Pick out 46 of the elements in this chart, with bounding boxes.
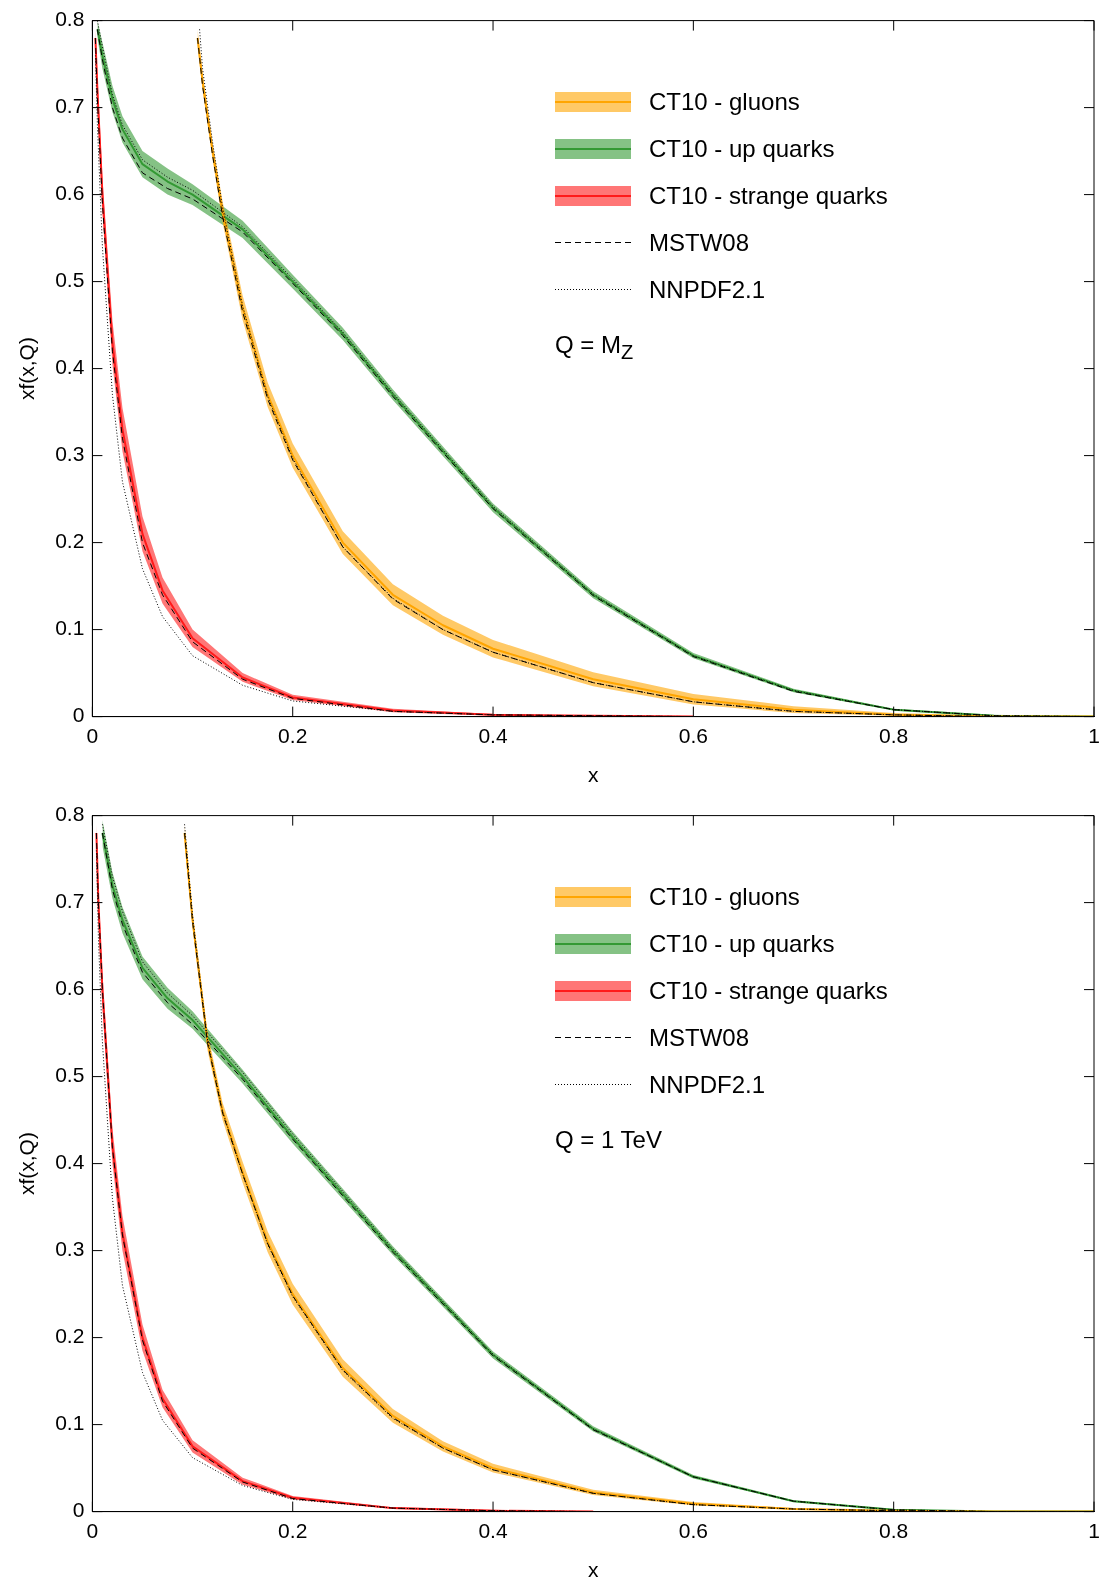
x-tick-label: 0.4: [478, 1519, 508, 1542]
x-tick-label: 0: [86, 724, 99, 747]
y-tick-label: 0.3: [55, 1237, 85, 1261]
y-tick-label: 0: [72, 703, 85, 727]
y-tick-label: 0.7: [55, 94, 85, 118]
y-tick-label: 0.5: [55, 1063, 85, 1087]
y-tick-label: 0.6: [55, 976, 85, 1000]
y-tick-label: 0.1: [55, 616, 85, 640]
x-tick-label: 0.4: [478, 724, 508, 747]
y-tick-label: 0.2: [55, 529, 85, 553]
x-tick-label: 1: [1088, 724, 1100, 747]
x-tick-label: 0.6: [678, 724, 708, 747]
x-axis-title: x: [587, 763, 599, 787]
legend-label: CT10 - gluons: [649, 87, 800, 116]
y-tick-label: 0.7: [55, 889, 85, 913]
y-tick-label: 0.8: [55, 7, 85, 31]
x-tick-label: 1: [1088, 1519, 1100, 1542]
annotation: Q = M$_{Z}$: [555, 331, 635, 364]
x-axis-title: x: [587, 1558, 599, 1582]
legend-label: NNPDF2.1: [649, 1070, 766, 1099]
y-tick-label: 0.2: [55, 1324, 85, 1348]
y-tick-label: 0.1: [55, 1411, 85, 1435]
legend-label: CT10 - up quarks: [649, 929, 835, 958]
y-axis-title: xf(x,Q): [15, 1132, 39, 1196]
x-tick-label: 0.2: [278, 724, 308, 747]
legend-label: CT10 - gluons: [649, 882, 800, 911]
x-tick-label: 0.8: [879, 724, 909, 747]
y-tick-label: 0.4: [55, 355, 85, 379]
legend-label: MSTW08: [649, 228, 750, 257]
y-axis-title: xf(x,Q): [15, 337, 39, 401]
x-tick-label: 0: [86, 1519, 99, 1542]
y-tick-label: 0.3: [55, 442, 85, 466]
x-tick-label: 0.2: [278, 1519, 308, 1542]
y-tick-label: 0.8: [55, 802, 85, 826]
y-tick-label: 0.5: [55, 268, 85, 292]
y-tick-label: 0: [72, 1498, 85, 1522]
legend-label: CT10 - up quarks: [649, 134, 835, 163]
x-tick-label: 0.6: [678, 1519, 708, 1542]
annotation: Q = 1 TeV: [555, 1126, 663, 1154]
legend-label: NNPDF2.1: [649, 275, 766, 304]
x-tick-label: 0.8: [879, 1519, 909, 1542]
legend-label: MSTW08: [649, 1023, 750, 1052]
legend-label: CT10 - strange quarks: [649, 181, 888, 210]
legend-label: CT10 - strange quarks: [649, 976, 888, 1005]
y-tick-label: 0.4: [55, 1150, 85, 1174]
y-tick-label: 0.6: [55, 181, 85, 205]
